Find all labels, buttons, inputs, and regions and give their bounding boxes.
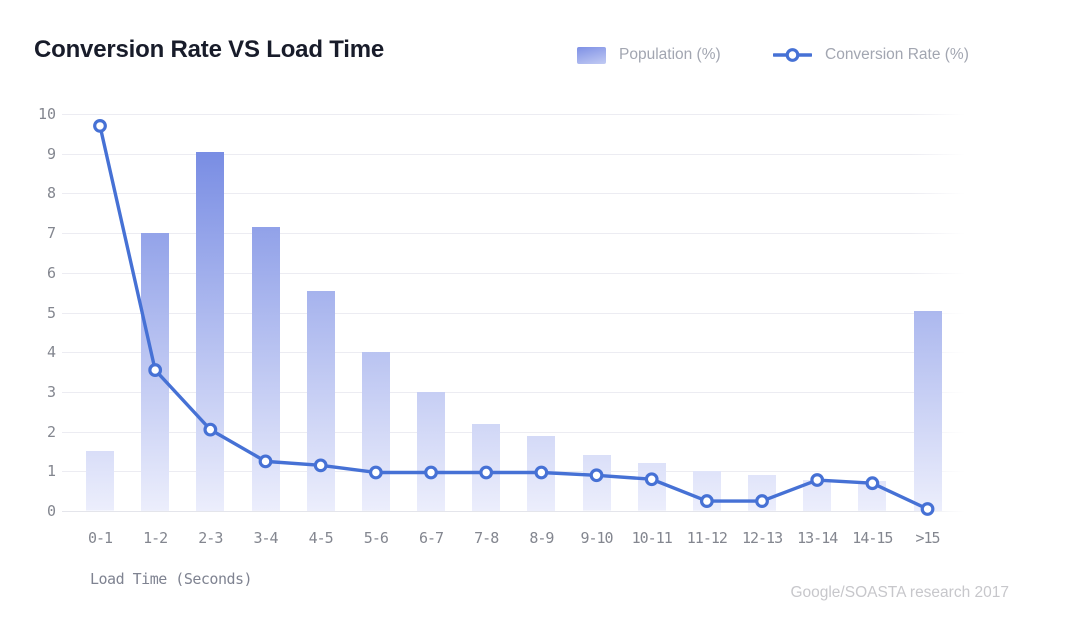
y-tick-label: 5	[46, 303, 56, 322]
legend-label-population: Population (%)	[619, 46, 721, 63]
y-tick-label: 4	[46, 343, 56, 362]
x-tick-label: 14-15	[852, 529, 893, 547]
population-bar	[637, 463, 666, 511]
population-bar	[361, 352, 390, 511]
population-bar	[748, 475, 777, 511]
population-bar	[582, 455, 611, 511]
y-tick-label: 8	[46, 184, 56, 203]
y-tick-label: 0	[46, 502, 56, 520]
legend-label-conversion: Conversion Rate (%)	[825, 46, 969, 63]
x-tick-label: 2-3	[198, 529, 223, 547]
x-tick-label: 12-13	[741, 529, 783, 547]
population-bar	[86, 451, 114, 511]
x-tick-label: 11-12	[686, 529, 728, 547]
bar-swatch-icon	[577, 46, 606, 64]
y-tick-label: 7	[46, 224, 56, 243]
population-bar	[196, 151, 225, 511]
population-bar	[913, 310, 942, 511]
x-tick-label: 1-2	[143, 529, 168, 547]
population-bar	[527, 435, 556, 511]
legend-item-conversion[interactable]: Conversion Rate (%)	[772, 46, 969, 64]
x-tick-label: 5-6	[363, 529, 389, 547]
x-axis-title: Load Time (Seconds)	[90, 570, 253, 588]
population-bar	[803, 480, 832, 511]
y-tick-label: 9	[46, 144, 56, 163]
y-tick-label: 3	[46, 382, 56, 401]
y-tick-label: 6	[46, 263, 56, 282]
grid-line	[62, 114, 965, 115]
x-tick-label: 0-1	[87, 529, 113, 547]
x-tick-label: 13-14	[797, 529, 838, 547]
x-tick-label: 7-8	[474, 529, 499, 547]
line-marker-icon	[772, 46, 813, 64]
x-axis-baseline	[62, 511, 965, 512]
x-tick-label: >15	[915, 529, 941, 547]
population-bar	[141, 233, 170, 511]
x-tick-label: 4-5	[308, 529, 334, 547]
chart-title: Conversion Rate VS Load Time	[34, 36, 385, 63]
population-bar	[692, 471, 721, 511]
x-tick-label: 6-7	[418, 529, 444, 547]
population-bar	[306, 290, 335, 511]
x-tick-label: 9-10	[580, 529, 613, 547]
y-tick-label: 1	[46, 462, 56, 481]
population-bar	[417, 391, 446, 511]
x-tick-label: 3-4	[253, 529, 278, 547]
legend-item-population[interactable]: Population (%)	[577, 46, 721, 64]
x-tick-label: 8-9	[529, 529, 554, 547]
conversion-point-marker	[93, 119, 107, 133]
population-bar	[251, 227, 280, 511]
source-credit: Google/SOASTA research 2017	[790, 584, 1009, 601]
y-tick-label: 10	[37, 105, 56, 123]
population-bar	[472, 423, 501, 511]
population-bar	[858, 481, 887, 511]
y-tick-label: 2	[46, 422, 56, 441]
x-tick-label: 10-11	[631, 529, 673, 547]
